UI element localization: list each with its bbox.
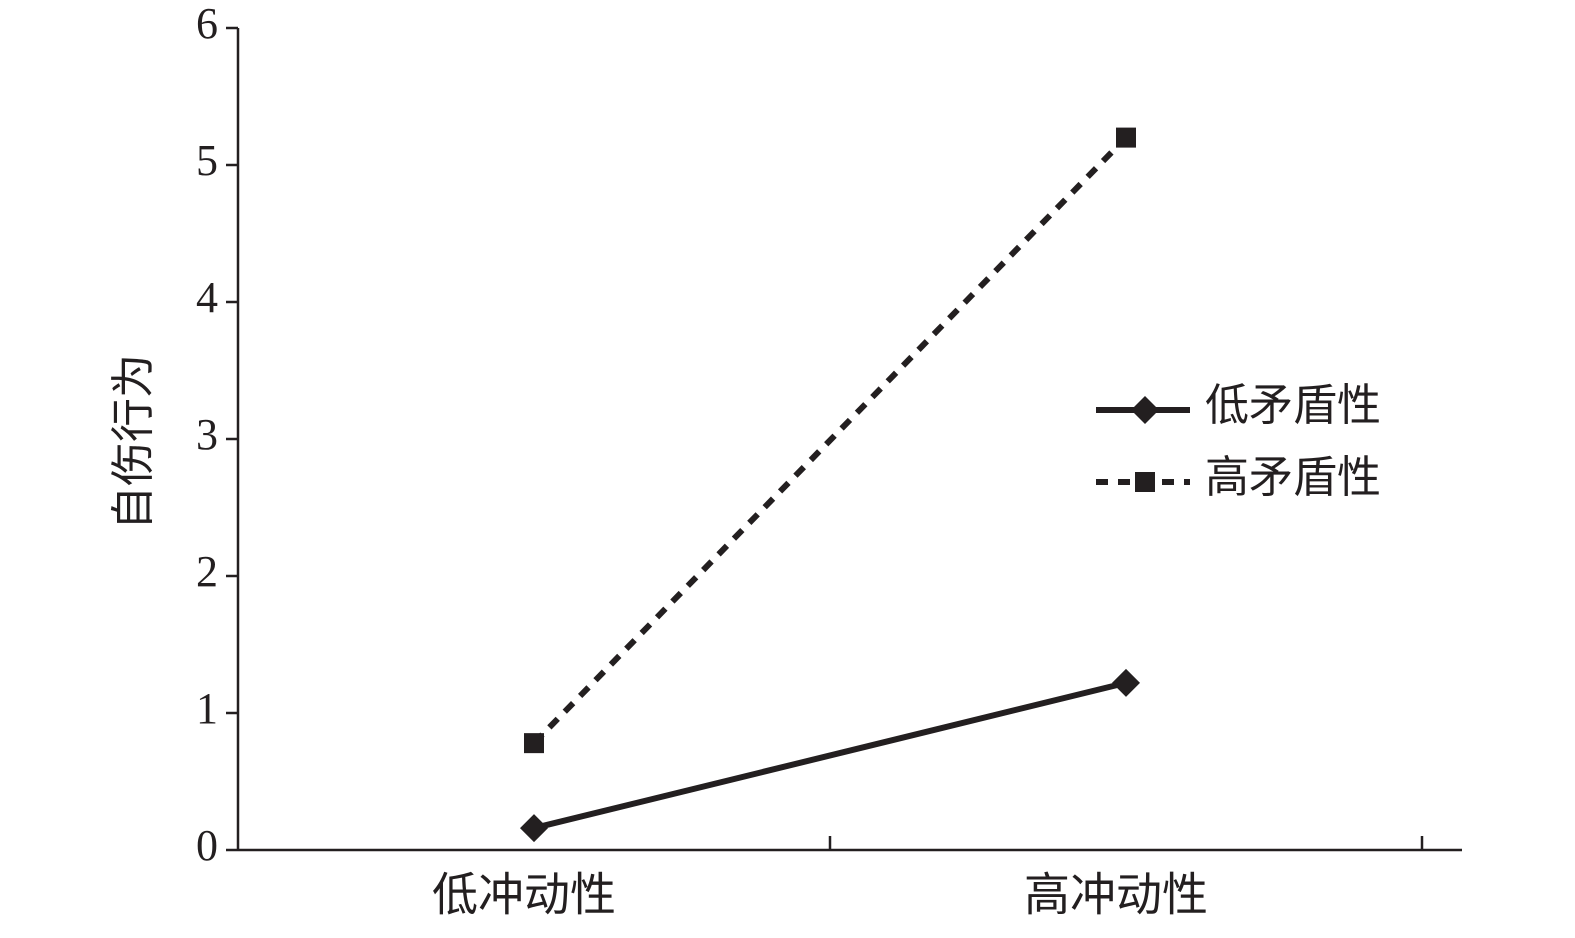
x-tick-label: 低冲动性 xyxy=(432,870,616,921)
y-tick-label: 4 xyxy=(196,273,218,322)
y-axis-label: 自伤行为 xyxy=(109,354,158,530)
point-marker xyxy=(524,733,544,754)
point-marker xyxy=(1112,668,1140,697)
point-marker xyxy=(520,814,548,843)
y-tick-label: 0 xyxy=(196,821,218,870)
y-tick-label: 1 xyxy=(196,684,218,733)
legend-marker xyxy=(1131,396,1159,424)
y-tick-label: 3 xyxy=(196,410,218,459)
y-tick-label: 2 xyxy=(196,547,218,596)
series-line xyxy=(531,135,1129,746)
legend-label: 低矛盾性 xyxy=(1205,381,1381,430)
y-tick-label: 6 xyxy=(196,0,218,48)
legend-label: 高矛盾性 xyxy=(1205,453,1381,502)
legend-marker xyxy=(1135,472,1155,492)
y-tick-label: 5 xyxy=(196,136,218,185)
series-line xyxy=(533,679,1127,831)
point-marker xyxy=(1116,127,1136,148)
x-tick-label: 高冲动性 xyxy=(1024,870,1208,921)
